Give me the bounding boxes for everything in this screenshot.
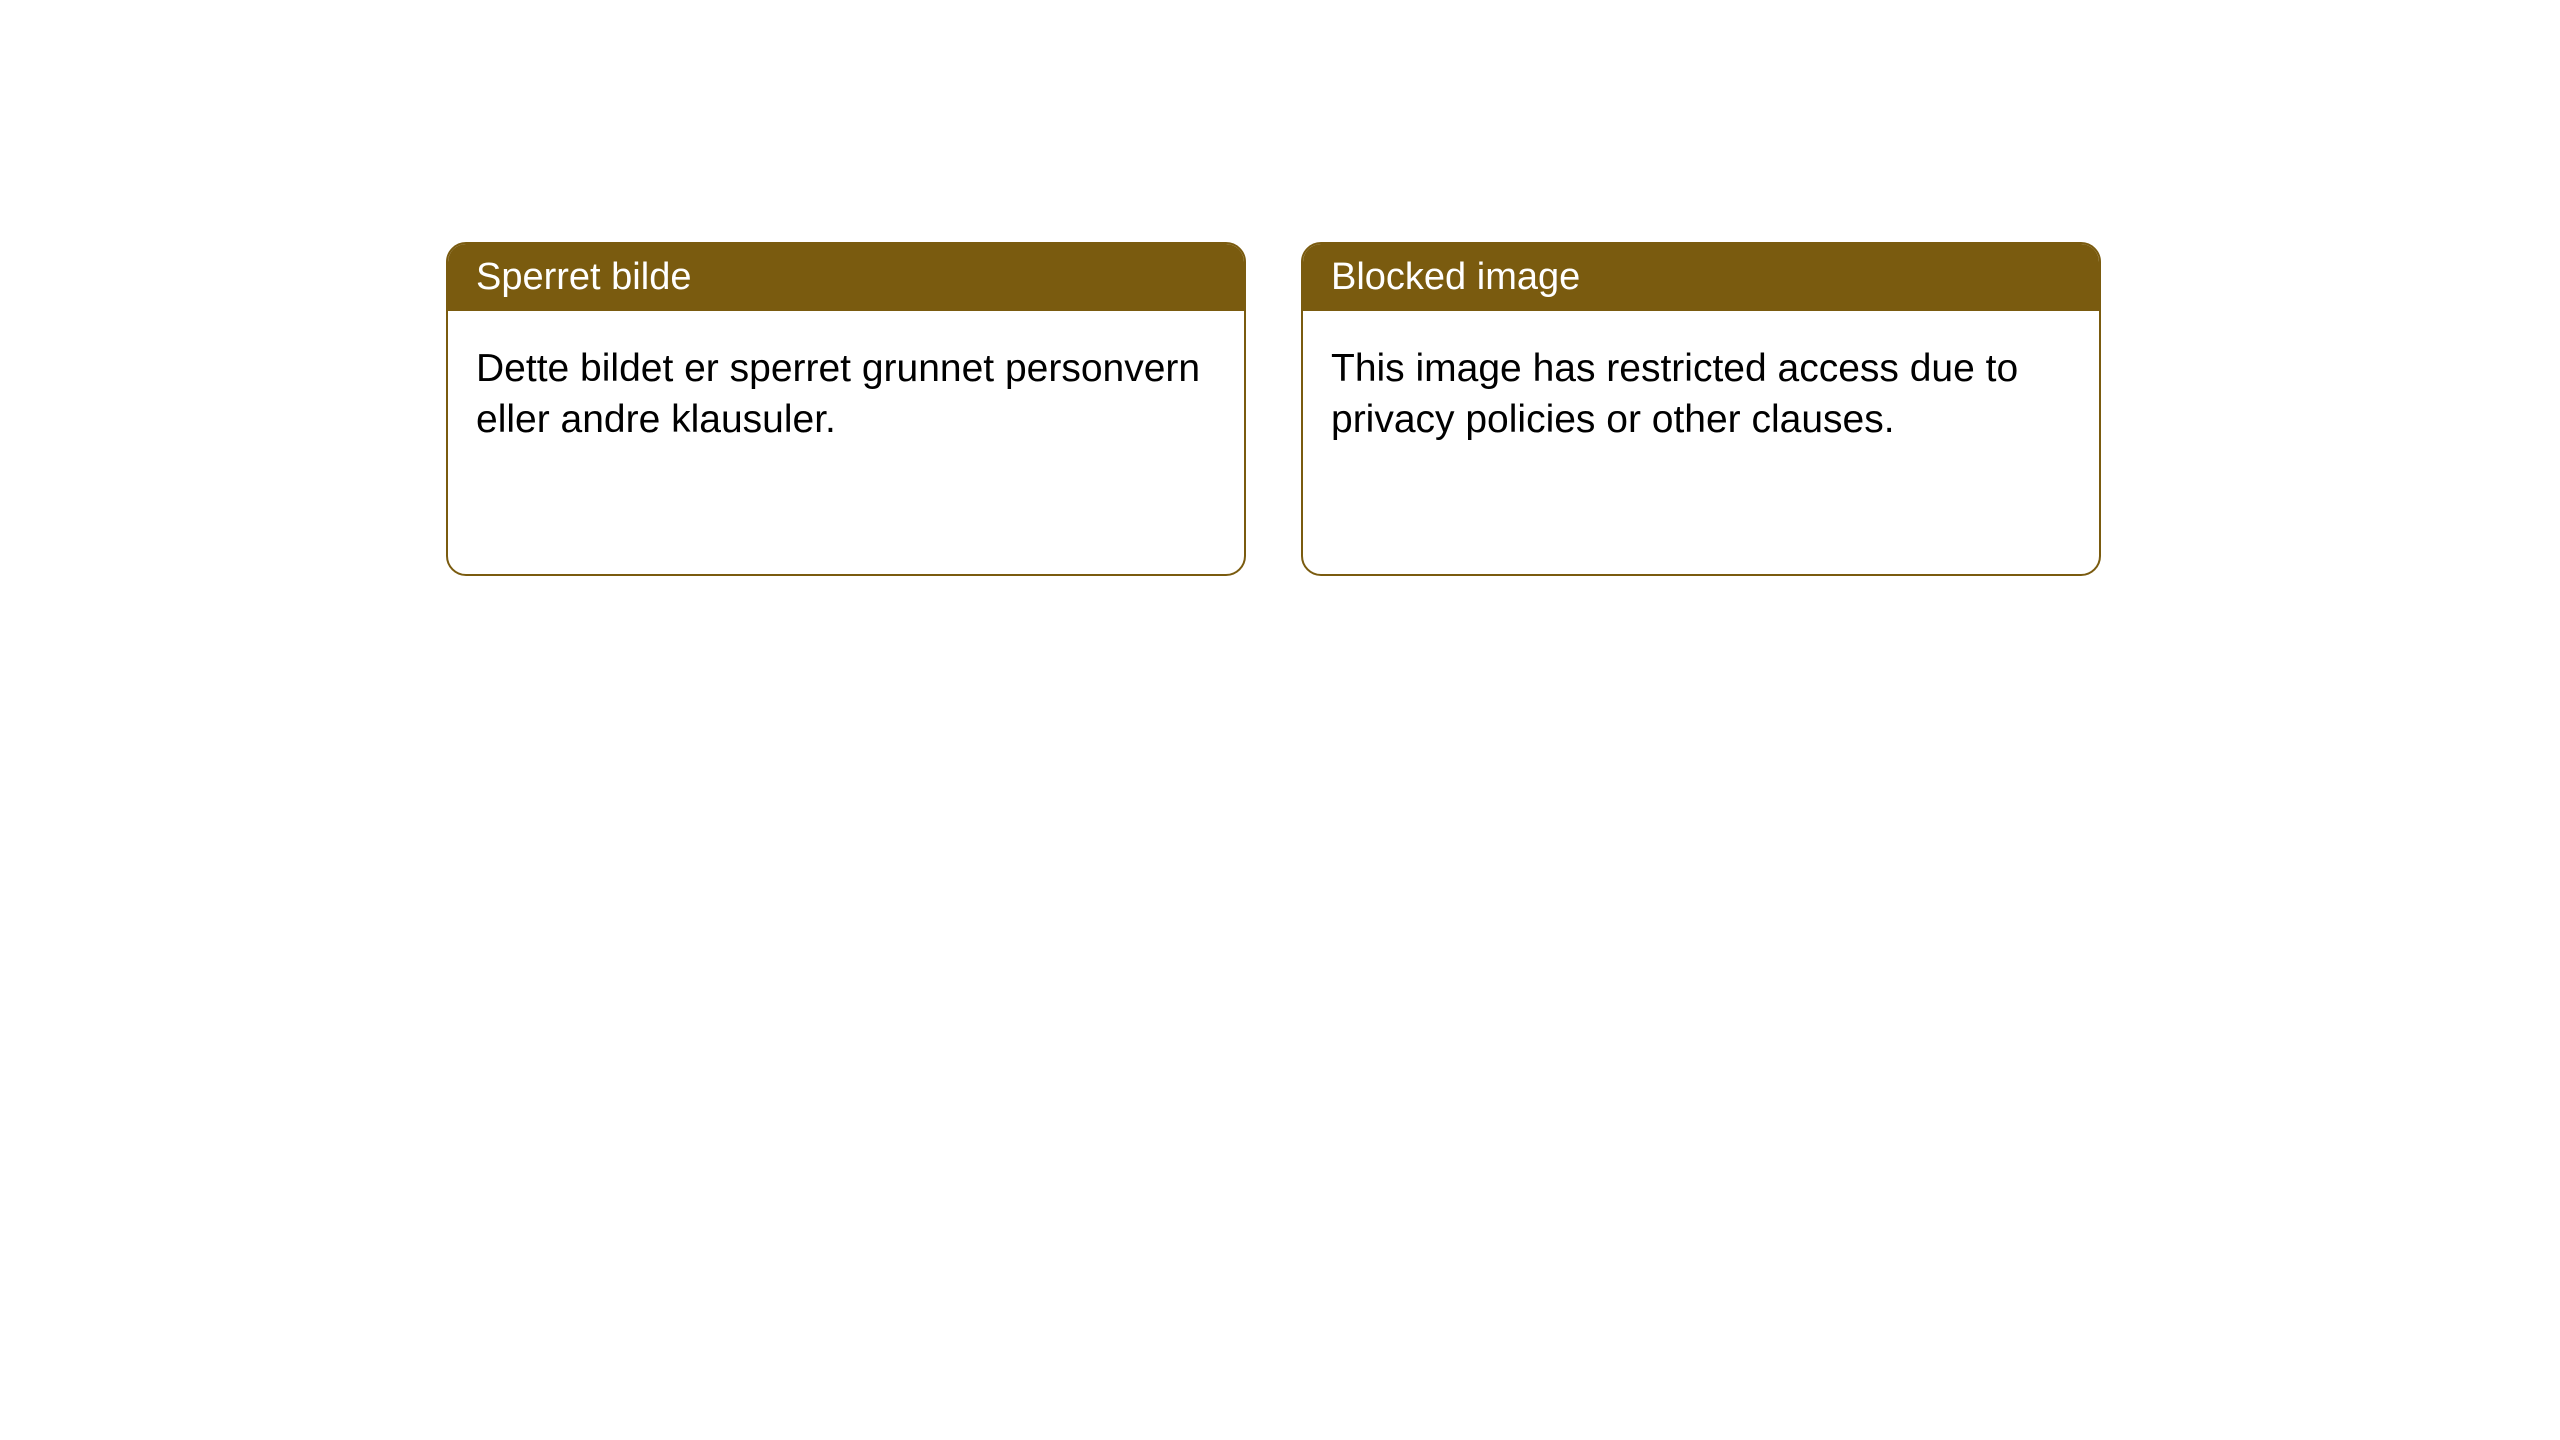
notice-card-norwegian: Sperret bilde Dette bildet er sperret gr… bbox=[446, 242, 1246, 576]
notice-card-english: Blocked image This image has restricted … bbox=[1301, 242, 2101, 576]
notice-card-title: Sperret bilde bbox=[476, 256, 691, 298]
notice-card-body-text: This image has restricted access due to … bbox=[1331, 347, 2018, 441]
notice-card-header: Blocked image bbox=[1303, 244, 2099, 311]
notice-card-body: This image has restricted access due to … bbox=[1303, 311, 2099, 478]
notice-card-body-text: Dette bildet er sperret grunnet personve… bbox=[476, 347, 1200, 441]
notice-cards-container: Sperret bilde Dette bildet er sperret gr… bbox=[446, 242, 2101, 576]
notice-card-body: Dette bildet er sperret grunnet personve… bbox=[448, 311, 1244, 478]
notice-card-header: Sperret bilde bbox=[448, 244, 1244, 311]
notice-card-title: Blocked image bbox=[1331, 256, 1580, 298]
